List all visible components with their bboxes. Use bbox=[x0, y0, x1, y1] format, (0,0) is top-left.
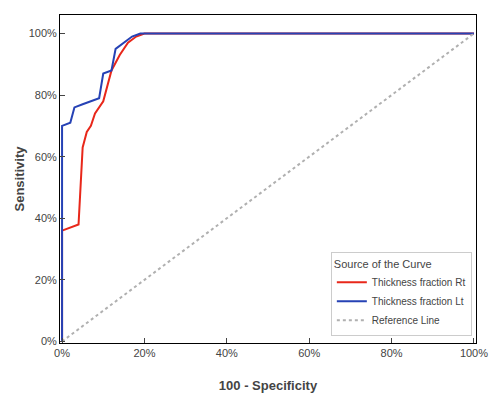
svg-text:Thickness fraction Lt: Thickness fraction Lt bbox=[372, 296, 464, 307]
svg-text:20%: 20% bbox=[35, 274, 57, 286]
svg-text:0%: 0% bbox=[54, 347, 70, 359]
svg-text:40%: 40% bbox=[216, 347, 238, 359]
svg-text:80%: 80% bbox=[35, 89, 57, 101]
svg-text:Thickness fraction Rt: Thickness fraction Rt bbox=[372, 277, 466, 288]
svg-text:20%: 20% bbox=[133, 347, 155, 359]
svg-text:Reference Line: Reference Line bbox=[372, 315, 440, 326]
svg-text:100%: 100% bbox=[29, 27, 57, 39]
svg-text:0%: 0% bbox=[41, 335, 57, 347]
svg-text:100 - Specificity: 100 - Specificity bbox=[219, 378, 318, 393]
svg-text:40%: 40% bbox=[35, 212, 57, 224]
svg-text:60%: 60% bbox=[35, 151, 57, 163]
svg-text:Source of the Curve: Source of the Curve bbox=[334, 258, 432, 270]
svg-text:Sensitivity: Sensitivity bbox=[12, 146, 27, 212]
svg-text:60%: 60% bbox=[298, 347, 320, 359]
svg-text:80%: 80% bbox=[381, 347, 403, 359]
svg-text:100%: 100% bbox=[460, 347, 488, 359]
